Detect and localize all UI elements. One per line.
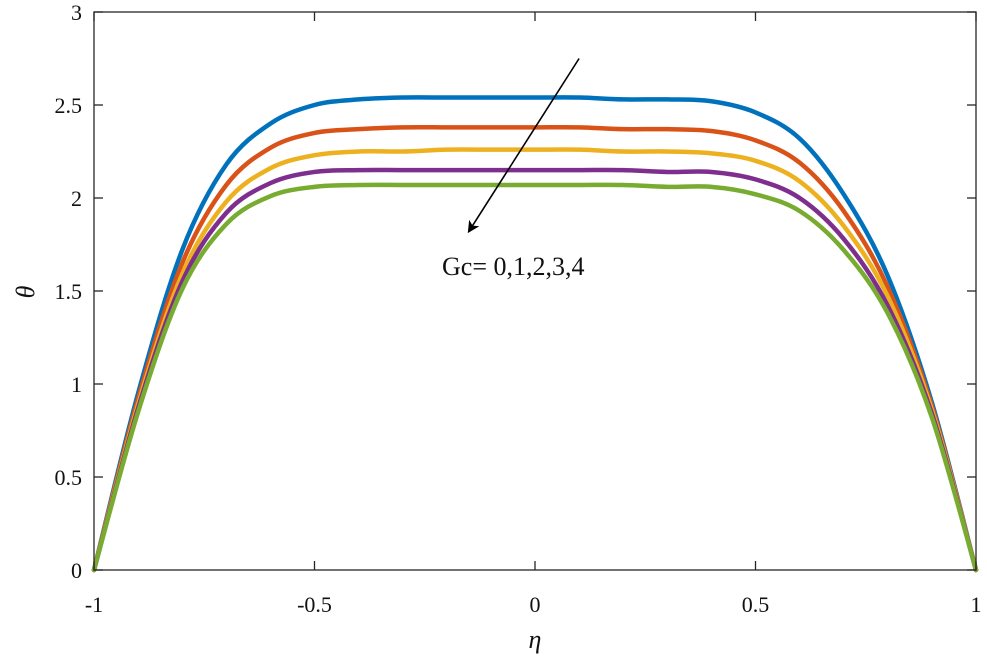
series-line-3 xyxy=(91,167,979,573)
y-tick-label: 1.5 xyxy=(55,279,83,304)
series-line-0 xyxy=(91,95,979,573)
annotation-arrow xyxy=(467,58,580,234)
series-line-2 xyxy=(91,147,979,573)
annotation-label: Gc= 0,1,2,3,4 xyxy=(442,252,584,281)
plot-area xyxy=(94,12,976,570)
y-axis-title: θ xyxy=(11,285,40,298)
y-tick-label: 3 xyxy=(71,0,82,25)
y-tick-label: 2.5 xyxy=(55,93,83,118)
x-tick-label: -0.5 xyxy=(297,592,332,617)
y-tick-label: 2 xyxy=(71,186,82,211)
series-line-4 xyxy=(91,182,979,573)
x-axis-title: η xyxy=(529,625,542,654)
y-tick-label: 1 xyxy=(71,372,82,397)
x-tick-label: 1 xyxy=(971,592,982,617)
x-tick-label: 0 xyxy=(530,592,541,617)
x-tick-label: 0.5 xyxy=(742,592,770,617)
tick-layer: -1 -0.5 0 0.5 1 0 0.5 1 1.5 2 2.5 3 xyxy=(55,0,982,617)
x-tick-label: -1 xyxy=(85,592,103,617)
y-tick-label: 0 xyxy=(71,558,82,583)
y-tick-label: 0.5 xyxy=(55,465,83,490)
